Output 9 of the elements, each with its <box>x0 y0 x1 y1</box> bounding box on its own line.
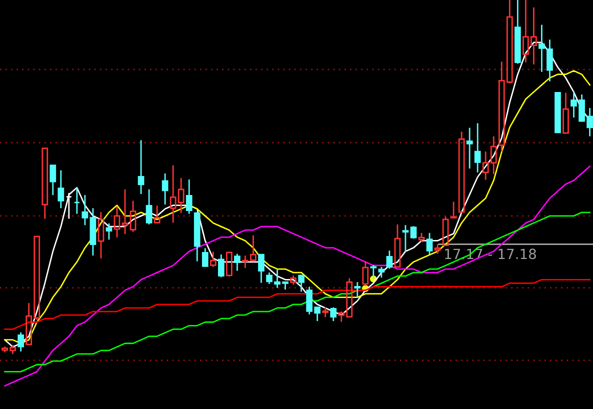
candlestick <box>82 194 88 226</box>
candlestick <box>354 281 361 298</box>
candlestick <box>186 178 192 215</box>
candlestick <box>466 127 473 170</box>
candlestick <box>90 207 96 256</box>
candlestick <box>138 139 144 195</box>
candlestick <box>162 172 168 206</box>
candlestick <box>58 170 64 209</box>
candlestick <box>474 122 481 174</box>
